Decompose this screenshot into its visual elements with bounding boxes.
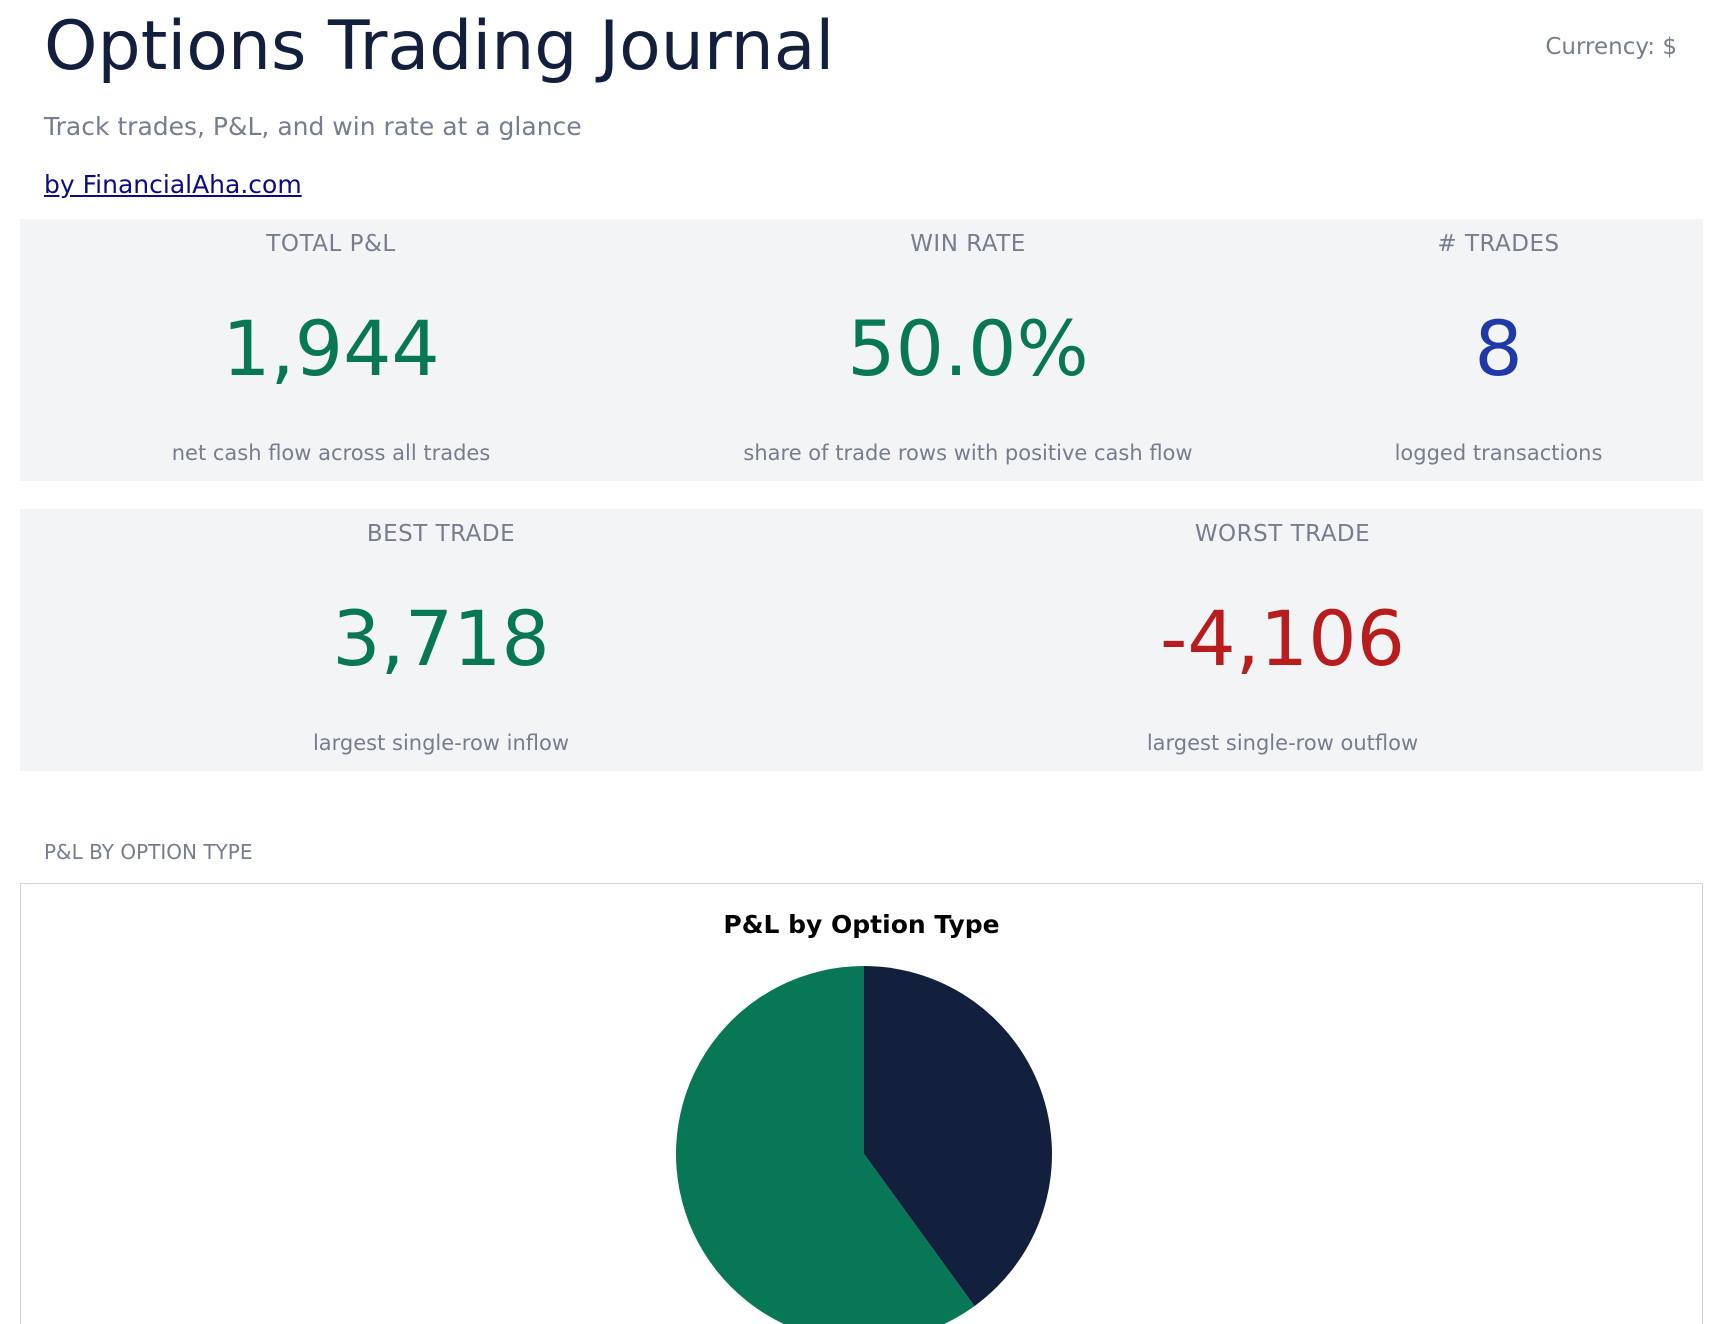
kpi-note: largest single-row inflow (312, 731, 570, 755)
kpi-value: 1,944 (222, 304, 440, 393)
kpi-worst-trade: WORST TRADE -4,106 largest single-row ou… (862, 509, 1703, 771)
kpi-value: 8 (1474, 304, 1523, 393)
chart-title: P&L by Option Type (723, 910, 1000, 939)
kpi-label: WIN RATE (910, 231, 1026, 257)
page-subtitle: Track trades, P&L, and win rate at a gla… (44, 112, 582, 141)
currency-label: Currency: $ (1545, 34, 1677, 60)
kpi-label: # TRADES (1437, 231, 1560, 257)
kpi-note: logged transactions (1394, 441, 1603, 465)
kpi-win-rate: WIN RATE 50.0% share of trade rows with … (642, 219, 1294, 481)
kpi-label: TOTAL P&L (266, 231, 396, 257)
kpi-row-summary: TOTAL P&L 1,944 net cash flow across all… (20, 219, 1703, 481)
kpi-note: net cash flow across all trades (171, 441, 491, 465)
pie-chart-panel: P&L by Option Type (20, 883, 1703, 1324)
kpi-label: WORST TRADE (1194, 521, 1371, 547)
kpi-value: 50.0% (847, 304, 1089, 393)
kpi-total-pnl: TOTAL P&L 1,944 net cash flow across all… (20, 219, 642, 481)
pie-chart (676, 966, 1052, 1324)
kpi-best-trade: BEST TRADE 3,718 largest single-row infl… (20, 509, 862, 771)
kpi-row-extremes: BEST TRADE 3,718 largest single-row infl… (20, 509, 1703, 771)
kpi-trade-count: # TRADES 8 logged transactions (1294, 219, 1703, 481)
kpi-value: -4,106 (1160, 594, 1405, 683)
kpi-note: largest single-row outflow (1146, 731, 1419, 755)
byline-link[interactable]: by FinancialAha.com (44, 170, 302, 199)
pie-slice-0 (864, 966, 1052, 1307)
section-label-pnl-by-type: P&L BY OPTION TYPE (44, 840, 253, 864)
kpi-note: share of trade rows with positive cash f… (743, 441, 1193, 465)
pie-slice-1 (676, 966, 975, 1324)
page-title: Options Trading Journal (44, 7, 835, 86)
kpi-label: BEST TRADE (366, 521, 516, 547)
kpi-value: 3,718 (332, 594, 550, 683)
